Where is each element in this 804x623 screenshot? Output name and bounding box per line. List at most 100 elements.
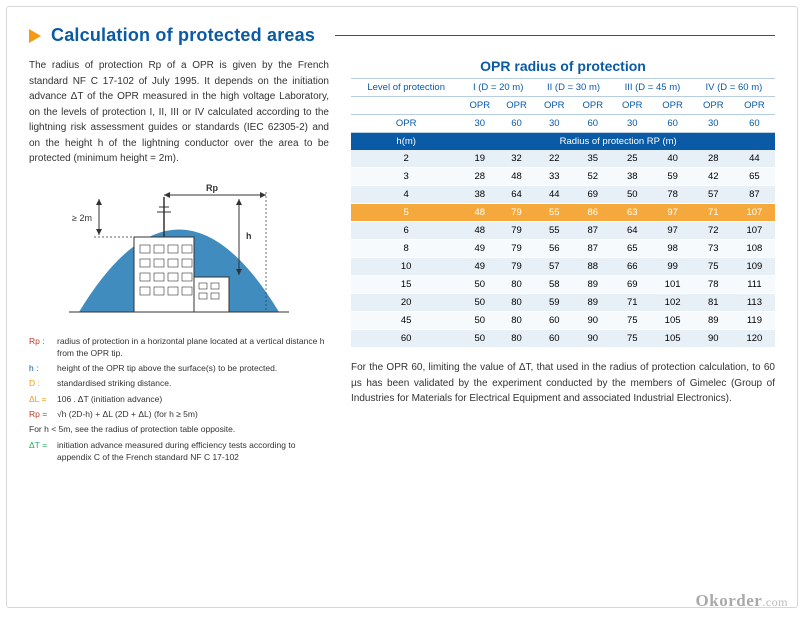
table-row: 45508060907510589119 [351,312,775,330]
table-opr-label-row: OPROPR OPROPR OPROPR OPROPR [351,97,775,115]
page-frame: Calculation of protected areas The radiu… [6,6,798,608]
min-height-label: ≥ 2m [72,213,92,223]
cell-value: 44 [734,150,775,168]
table-row: 648795587649772107 [351,222,775,240]
cell-h: 4 [351,186,461,204]
cell-value: 66 [612,258,652,276]
cell-h: 8 [351,240,461,258]
cell-value: 111 [734,276,775,294]
cell-value: 80 [498,276,535,294]
col-level-4: IV (D = 60 m) [693,79,775,97]
cell-value: 89 [574,276,613,294]
cell-value: 108 [734,240,775,258]
cell-value: 101 [652,276,692,294]
table-row: 32848335238594265 [351,168,775,186]
cell-value: 89 [693,312,734,330]
cell-value: 50 [461,330,498,348]
cell-h: 20 [351,294,461,312]
table-row: 20508059897110281113 [351,294,775,312]
table-row: 21932223525402844 [351,150,775,168]
cell-value: 79 [498,204,535,222]
table-row: 849795687659873108 [351,240,775,258]
intro-paragraph: The radius of protection Rp of a OPR is … [29,58,329,167]
cell-value: 86 [574,204,613,222]
cell-value: 89 [574,294,613,312]
cell-value: 35 [574,150,613,168]
table-opr-val-row: OPR 3060 3060 3060 3060 [351,115,775,133]
protection-table: Level of protection I (D = 20 m) II (D =… [351,78,775,348]
cell-value: 55 [535,204,574,222]
cell-value: 90 [574,312,613,330]
table-level-row: Level of protection I (D = 20 m) II (D =… [351,79,775,97]
cell-value: 59 [535,294,574,312]
cell-value: 75 [612,330,652,348]
legend: Rp :radius of protection in a horizontal… [29,335,329,464]
cell-value: 87 [574,222,613,240]
cell-value: 64 [612,222,652,240]
cell-value: 63 [612,204,652,222]
cell-value: 79 [498,240,535,258]
cell-h: 15 [351,276,461,294]
legend-d: D :standardised striking distance. [29,377,329,389]
cell-value: 78 [693,276,734,294]
cell-value: 38 [612,168,652,186]
h-label: h [246,231,252,241]
col-level-3: III (D = 45 m) [612,79,693,97]
col-level-2: II (D = 30 m) [535,79,612,97]
cell-value: 25 [612,150,652,168]
table-row: 43864446950785787 [351,186,775,204]
cell-value: 75 [612,312,652,330]
cell-value: 33 [535,168,574,186]
cell-value: 71 [612,294,652,312]
legend-dl: ΔL =106 . ΔT (initiation advance) [29,393,329,405]
cell-value: 44 [535,186,574,204]
cell-value: 99 [652,258,692,276]
cell-value: 49 [461,240,498,258]
cell-value: 80 [498,330,535,348]
cell-value: 50 [461,276,498,294]
col-level: Level of protection [351,79,461,97]
cell-value: 57 [693,186,734,204]
cell-h: 3 [351,168,461,186]
cell-value: 56 [535,240,574,258]
legend-note: For h < 5m, see the radius of protection… [29,423,329,435]
header-rule [335,35,775,36]
cell-value: 90 [693,330,734,348]
cell-value: 19 [461,150,498,168]
cell-value: 107 [734,222,775,240]
cell-value: 80 [498,294,535,312]
left-column: The radius of protection Rp of a OPR is … [29,58,329,466]
cell-value: 38 [461,186,498,204]
right-column: OPR radius of protection Level of protec… [351,58,775,466]
cell-value: 65 [612,240,652,258]
cell-value: 79 [498,258,535,276]
col-level-1: I (D = 20 m) [461,79,535,97]
cell-value: 22 [535,150,574,168]
cell-value: 80 [498,312,535,330]
cell-value: 55 [535,222,574,240]
cell-value: 48 [461,204,498,222]
bottom-paragraph: For the OPR 60, limiting the value of ΔT… [351,360,775,407]
cell-value: 50 [612,186,652,204]
cell-value: 50 [461,312,498,330]
watermark: Okorder.com [696,591,788,611]
header-bullet-icon [29,29,41,43]
table-row: 1049795788669975109 [351,258,775,276]
cell-value: 87 [734,186,775,204]
cell-value: 97 [652,204,692,222]
cell-value: 58 [535,276,574,294]
cell-value: 88 [574,258,613,276]
cell-value: 97 [652,222,692,240]
cell-value: 40 [652,150,692,168]
cell-value: 109 [734,258,775,276]
cell-value: 90 [574,330,613,348]
cell-value: 71 [693,204,734,222]
cell-value: 75 [693,258,734,276]
cell-value: 60 [535,312,574,330]
rp-label: Rp [206,183,218,193]
page-title: Calculation of protected areas [51,25,315,46]
cell-value: 105 [652,330,692,348]
table-body: 2193222352540284432848335238594265438644… [351,150,775,348]
cell-value: 64 [498,186,535,204]
legend-dt: ΔT =initiation advance measured during e… [29,439,329,464]
